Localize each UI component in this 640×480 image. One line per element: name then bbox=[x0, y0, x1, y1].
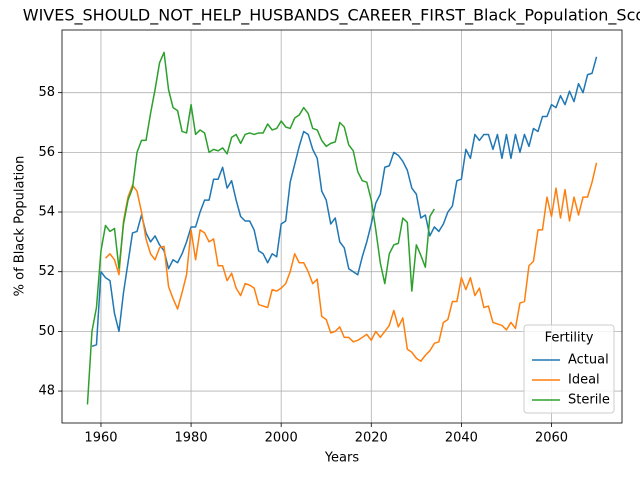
series-line bbox=[86, 51, 436, 405]
x-tick-label: 2000 bbox=[265, 431, 298, 446]
series-line bbox=[91, 56, 598, 348]
y-tick-label: 50 bbox=[38, 324, 55, 339]
plot-frame bbox=[61, 29, 623, 424]
x-tick-label: 1960 bbox=[84, 431, 117, 446]
x-tick-label: 2060 bbox=[535, 431, 568, 446]
y-tick-label: 48 bbox=[38, 384, 55, 399]
y-tick-label: 56 bbox=[38, 145, 55, 160]
chart-title: WIVES_SHOULD_NOT_HELP_HUSBANDS_CAREER_FI… bbox=[23, 6, 640, 26]
x-tick-label: 1980 bbox=[175, 431, 208, 446]
legend-label: Sterile bbox=[568, 393, 610, 408]
y-tick-label: 58 bbox=[38, 85, 55, 100]
legend-title: Fertility bbox=[545, 331, 594, 346]
x-tick-label: 2020 bbox=[355, 431, 388, 446]
y-tick-label: 52 bbox=[38, 264, 55, 279]
series-line bbox=[104, 162, 598, 362]
y-tick-label: 54 bbox=[38, 205, 55, 220]
y-axis-label: % of Black Population bbox=[13, 156, 28, 297]
x-axis-label: Years bbox=[324, 451, 360, 466]
legend-label: Ideal bbox=[568, 373, 600, 388]
x-tick-label: 2040 bbox=[445, 431, 478, 446]
legend-box bbox=[523, 324, 615, 414]
legend-label: Actual bbox=[568, 353, 609, 368]
